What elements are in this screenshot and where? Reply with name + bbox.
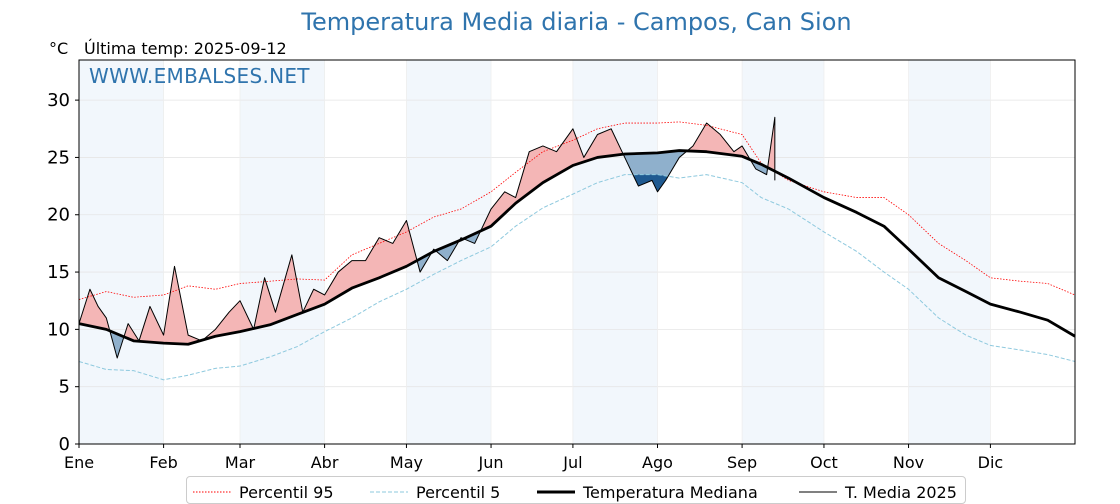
x-tick-label: Ago bbox=[642, 453, 673, 472]
legend-label-2025: T. Media 2025 bbox=[845, 482, 957, 502]
x-tick-label: May bbox=[390, 453, 423, 472]
y-tick-label: 10 bbox=[47, 319, 70, 340]
fill-below-median bbox=[751, 160, 769, 175]
y-tick-label: 5 bbox=[59, 377, 70, 398]
series-percentil-5 bbox=[78, 174, 1076, 381]
y-tick-label: 15 bbox=[47, 262, 70, 283]
legend-item-median: Temperatura Mediana bbox=[537, 481, 758, 503]
fill-below-median bbox=[436, 240, 460, 261]
chart-title: Temperatura Media diaria - Campos, Can S… bbox=[301, 8, 852, 36]
fill-above-median bbox=[255, 220, 418, 329]
fill-below-median bbox=[110, 331, 125, 359]
series-percentil-95 bbox=[78, 121, 1076, 300]
x-tick-label: Oct bbox=[810, 453, 838, 472]
series-t-media-2025 bbox=[78, 116, 776, 359]
y-unit-label: °C bbox=[49, 39, 69, 58]
month-band-Ene bbox=[79, 60, 164, 444]
legend-item-p95: Percentil 95 bbox=[193, 481, 334, 503]
y-tick-label: 25 bbox=[47, 147, 70, 168]
month-band-Nov bbox=[908, 60, 991, 444]
x-tick-label: Ene bbox=[64, 453, 94, 472]
y-tick-label: 0 bbox=[59, 434, 70, 455]
month-band-Mar bbox=[239, 60, 325, 444]
anomaly-fills bbox=[79, 117, 775, 359]
x-tick-label: Feb bbox=[149, 453, 177, 472]
x-tick-label: Jul bbox=[562, 453, 582, 472]
x-tick-label: Abr bbox=[311, 453, 339, 472]
series-lines bbox=[78, 116, 1076, 381]
legend-label-p5: Percentil 5 bbox=[416, 482, 501, 502]
y-axis: 0 5 10 15 20 25 30 bbox=[47, 90, 79, 455]
x-tick-label: Mar bbox=[225, 453, 256, 472]
y-tick-label: 30 bbox=[47, 90, 70, 111]
legend: Percentil 95 Percentil 5 Temperatura Med… bbox=[186, 476, 966, 504]
month-band-Jul bbox=[572, 60, 658, 444]
x-tick-label: Sep bbox=[727, 453, 757, 472]
plot-frame bbox=[78, 59, 1076, 445]
month-band-Sep bbox=[742, 60, 824, 444]
fill-above-median bbox=[124, 266, 202, 345]
fill-above-median bbox=[481, 128, 624, 231]
x-tick-label: Jun bbox=[478, 453, 504, 472]
x-tick-label: Dic bbox=[978, 453, 1004, 472]
legend-label-p95: Percentil 95 bbox=[239, 482, 334, 502]
y-tick-label: 20 bbox=[47, 205, 70, 226]
legend-item-p5: Percentil 5 bbox=[370, 481, 500, 503]
fill-below-p5 bbox=[634, 174, 668, 192]
x-tick-label: Nov bbox=[893, 453, 924, 472]
watermark: WWW.EMBALSES.NET bbox=[89, 64, 310, 88]
x-axis: Ene Feb Mar Abr May Jun Jul Ago Sep Oct Nov Dic bbox=[64, 444, 1003, 472]
last-temp-label: Última temp: 2025-09-12 bbox=[84, 39, 287, 58]
series-temperatura-mediana bbox=[78, 149, 1076, 346]
legend-label-median: Temperatura Mediana bbox=[583, 482, 758, 502]
legend-item-2025: T. Media 2025 bbox=[799, 481, 957, 503]
